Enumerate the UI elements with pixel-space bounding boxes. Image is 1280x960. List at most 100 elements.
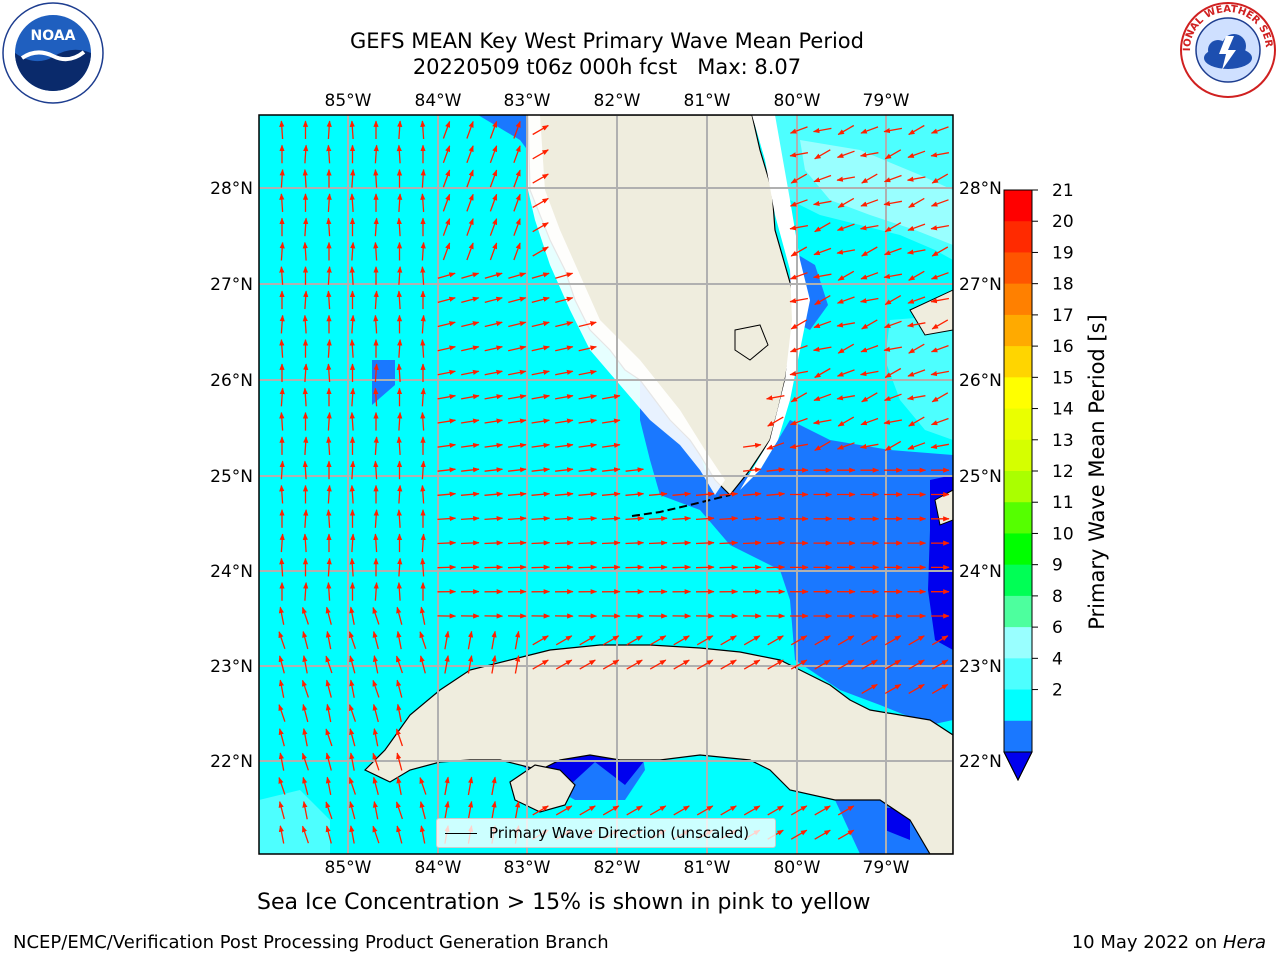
wave-arrow (860, 344, 879, 353)
wave-arrow (532, 124, 549, 136)
wave-arrow (720, 805, 737, 816)
wave-arrow (460, 515, 480, 522)
wave-arrow (326, 193, 332, 212)
wave-arrow (930, 152, 950, 158)
wave-arrow (812, 419, 832, 425)
florida-keys (631, 494, 731, 517)
wave-arrow (508, 467, 527, 473)
wave-arrow (861, 635, 878, 646)
wave-arrow (489, 218, 498, 236)
wave-arrow (789, 370, 809, 377)
wave-arrow (466, 169, 474, 188)
colorbar-tick-label: 15 (1052, 368, 1074, 388)
colorbar-segment (1004, 283, 1032, 316)
wave-arrow (907, 223, 926, 231)
wave-arrow (325, 825, 332, 844)
wave-arrow (326, 363, 332, 383)
wave-arrow (303, 582, 309, 601)
wave-arrow (555, 321, 574, 328)
wave-arrow (437, 442, 457, 449)
wave-arrow (814, 295, 831, 306)
wave-arrow (326, 509, 332, 528)
wave-arrow (437, 515, 457, 522)
wave-arrow (373, 582, 379, 601)
wave-arrow (396, 630, 402, 650)
wave-arrow (814, 805, 831, 816)
wave-arrow (813, 247, 832, 256)
wave-arrow (437, 418, 457, 424)
wave-arrow (931, 173, 949, 184)
wave-arrow (419, 631, 427, 650)
lat-tick-label: 28°N (210, 179, 253, 199)
wave-arrow (396, 606, 403, 625)
wave-arrow (301, 752, 310, 771)
colorbar-tick-label: 16 (1052, 337, 1074, 357)
lat-tick-label: 27°N (959, 275, 1002, 295)
wave-arrow (461, 345, 480, 352)
wave-arrow (837, 416, 855, 427)
wave-arrow (508, 345, 527, 352)
wave-arrow (348, 776, 357, 795)
wave-arrow (790, 635, 808, 646)
wave-arrow (908, 659, 925, 670)
wave-arrow (513, 193, 521, 212)
wave-arrow (279, 387, 285, 407)
wave-arrow (420, 314, 426, 334)
wave-arrow (790, 829, 808, 840)
wave-arrow (742, 491, 762, 497)
wave-arrow (626, 659, 643, 670)
wave-arrow (484, 540, 504, 546)
wave-arrow (437, 540, 457, 546)
wave-arrow (883, 320, 902, 329)
wave-arrow (861, 319, 878, 330)
wave-arrow (930, 344, 949, 353)
map-border (258, 114, 954, 855)
wave-arrow (279, 120, 285, 140)
colorbar-tick-label: 11 (1052, 493, 1074, 513)
colorbar-segment (1004, 720, 1032, 753)
lon-tick-label: 84°W (415, 858, 462, 878)
colorbar-tick-label: 8 (1052, 587, 1063, 607)
wave-arrow (349, 679, 355, 698)
wave-arrow (437, 321, 456, 328)
wave-arrow (672, 564, 692, 570)
wave-arrow (790, 319, 808, 330)
lon-tick-label: 85°W (325, 91, 372, 111)
wave-arrow (460, 394, 480, 400)
wave-arrow (532, 659, 549, 670)
lat-tick-label: 26°N (210, 371, 253, 391)
ocean-zone-6-8 (259, 790, 330, 854)
wave-arrow (554, 515, 574, 522)
wave-arrow (350, 168, 356, 188)
wave-arrow (326, 484, 332, 504)
wave-arrow (350, 533, 356, 553)
wave-arrow (861, 246, 878, 257)
wave-arrow (720, 659, 737, 670)
wave-arrow (466, 218, 474, 236)
wave-arrow (602, 805, 620, 816)
wave-arrow (396, 436, 402, 455)
wave-arrow (555, 345, 574, 352)
wave-arrow (372, 703, 379, 723)
colorbar-tick-label: 21 (1052, 181, 1074, 201)
wave-arrow (579, 659, 596, 670)
wave-arrow (373, 241, 379, 261)
colorbar-segment (1004, 471, 1032, 503)
wave-arrow (373, 387, 379, 407)
wave-arrow (906, 322, 926, 328)
wave-arrow (507, 540, 527, 546)
wave-arrow (859, 297, 879, 304)
lat-tick-label: 23°N (210, 657, 253, 677)
wave-arrow (930, 126, 949, 134)
wave-arrow (837, 829, 855, 840)
wave-arrow (906, 176, 926, 182)
wave-arrow (837, 197, 855, 208)
noaa-logo-text: NOAA (31, 28, 76, 44)
wave-arrow (325, 606, 332, 625)
wave-arrow (373, 509, 379, 528)
wave-arrow (719, 491, 739, 497)
wave-arrow (555, 659, 573, 670)
gridlines (259, 115, 953, 854)
sea-ice-note: Sea Ice Concentration > 15% is shown in … (257, 890, 871, 915)
nws-logo: NATIONAL WEATHER SERVICE (1176, 0, 1276, 98)
